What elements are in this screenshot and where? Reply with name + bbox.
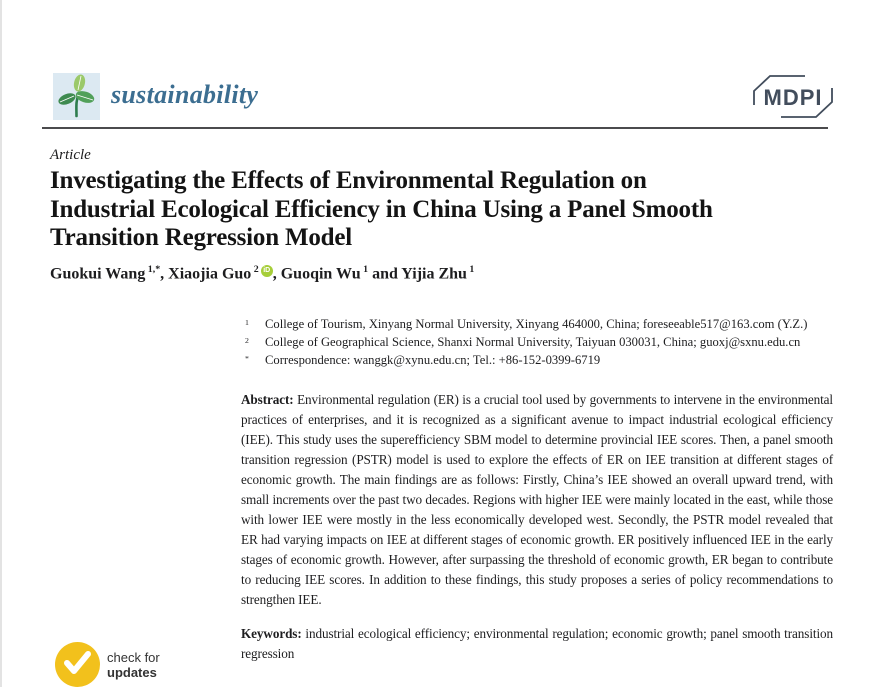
affiliation-row: 1 College of Tourism, Xinyang Normal Univ… — [245, 316, 845, 334]
affiliation-row: * Correspondence: wanggk@xynu.edu.cn; Tel… — [245, 352, 845, 370]
title-line-2: Industrial Ecological Efficiency in Chin… — [50, 195, 713, 223]
authors-line: Guokui Wang 1,*, Xiaojia Guo 2 iD, Guoqin… — [50, 264, 475, 283]
plant-sprout-icon — [53, 71, 100, 123]
affiliation-row: 2 College of Geographical Science, Shanxi… — [245, 334, 845, 352]
author-name: Xiaojia Guo — [168, 265, 252, 283]
affiliations: 1 College of Tourism, Xinyang Normal Univ… — [245, 316, 845, 369]
mdpi-logo[interactable]: MDPI — [748, 72, 838, 122]
page-title: Investigating the Effects of Environment… — [50, 167, 840, 253]
affiliation-marker: 2 — [245, 335, 249, 345]
abstract-text: Environmental regulation (ER) is a cruci… — [241, 392, 833, 607]
journal-name: sustainability — [111, 80, 259, 109]
title-line-3: Transition Regression Model — [50, 224, 353, 251]
author-name: Guokui Wang — [50, 265, 146, 283]
author-affil-marker: 2 — [251, 264, 259, 275]
affiliation-marker: 1 — [245, 318, 249, 327]
title-line-1: Investigating the Effects of Environment… — [50, 167, 647, 194]
affiliation-text: Correspondence: wanggk@xynu.edu.cn; Tel.… — [265, 352, 601, 367]
check-updates-line1: check for — [107, 649, 160, 665]
abstract-paragraph: Abstract: Environmental regulation (ER) … — [241, 390, 833, 610]
abstract-column: Abstract: Environmental regulation (ER) … — [241, 390, 833, 664]
check-circle — [55, 642, 100, 687]
affiliation-text: College of Geographical Science, Shanxi … — [265, 334, 801, 349]
orcid-icon[interactable]: iD — [260, 265, 273, 277]
keywords-paragraph: Keywords: industrial ecological efficien… — [241, 624, 833, 664]
author-affil-marker: 1 — [466, 264, 475, 275]
keywords-text: industrial ecological efficiency; enviro… — [241, 626, 833, 661]
abstract-label: Abstract: — [241, 392, 294, 407]
check-updates-label: check for updates — [107, 650, 160, 680]
check-updates-line2: updates — [107, 664, 157, 680]
keywords-label: Keywords: — [241, 626, 302, 641]
page-left-edge — [0, 0, 2, 687]
journal-logo[interactable] — [53, 73, 100, 120]
article-type-label: Article — [50, 147, 91, 163]
author-affil-marker: 1,* — [145, 264, 161, 275]
header-rule — [42, 127, 828, 129]
checkmark-icon — [55, 640, 100, 687]
author-affil-marker: 1 — [360, 264, 369, 275]
affiliation-text: College of Tourism, Xinyang Normal Unive… — [265, 317, 808, 331]
affiliation-marker: * — [245, 353, 249, 363]
check-updates-badge[interactable]: check for updates — [55, 642, 160, 687]
mdpi-logo-text: MDPI — [764, 85, 823, 110]
author-name: Guoqin Wu — [280, 265, 361, 283]
author-name: Yijia Zhu — [401, 265, 467, 283]
